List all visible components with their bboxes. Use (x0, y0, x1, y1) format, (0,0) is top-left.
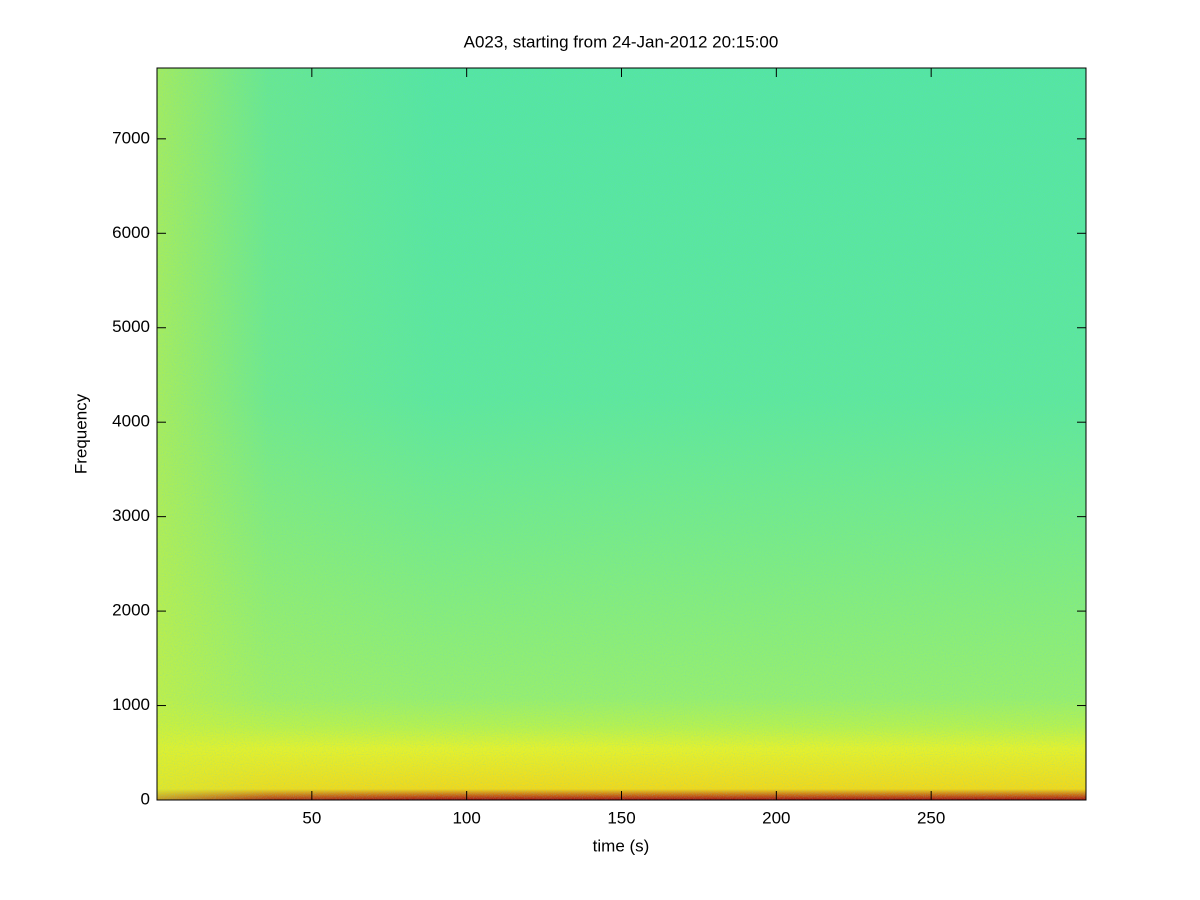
y-tick-label: 7000 (112, 128, 150, 147)
chart-title: A023, starting from 24-Jan-2012 20:15:00 (464, 32, 779, 51)
y-tick-label: 3000 (112, 506, 150, 525)
x-tick-label: 100 (452, 808, 480, 827)
spectrogram-image (157, 68, 1086, 800)
y-tick-label: 0 (141, 789, 150, 808)
y-tick-label: 2000 (112, 601, 150, 620)
y-tick-label: 6000 (112, 223, 150, 242)
y-tick-label: 1000 (112, 695, 150, 714)
y-tick-label: 5000 (112, 317, 150, 336)
y-tick-label: 4000 (112, 412, 150, 431)
x-tick-label: 200 (762, 808, 790, 827)
x-tick-label: 250 (917, 808, 945, 827)
x-tick-label: 50 (302, 808, 321, 827)
y-axis-label: Frequency (71, 393, 90, 474)
x-axis-label: time (s) (593, 836, 650, 855)
x-tick-label: 150 (607, 808, 635, 827)
